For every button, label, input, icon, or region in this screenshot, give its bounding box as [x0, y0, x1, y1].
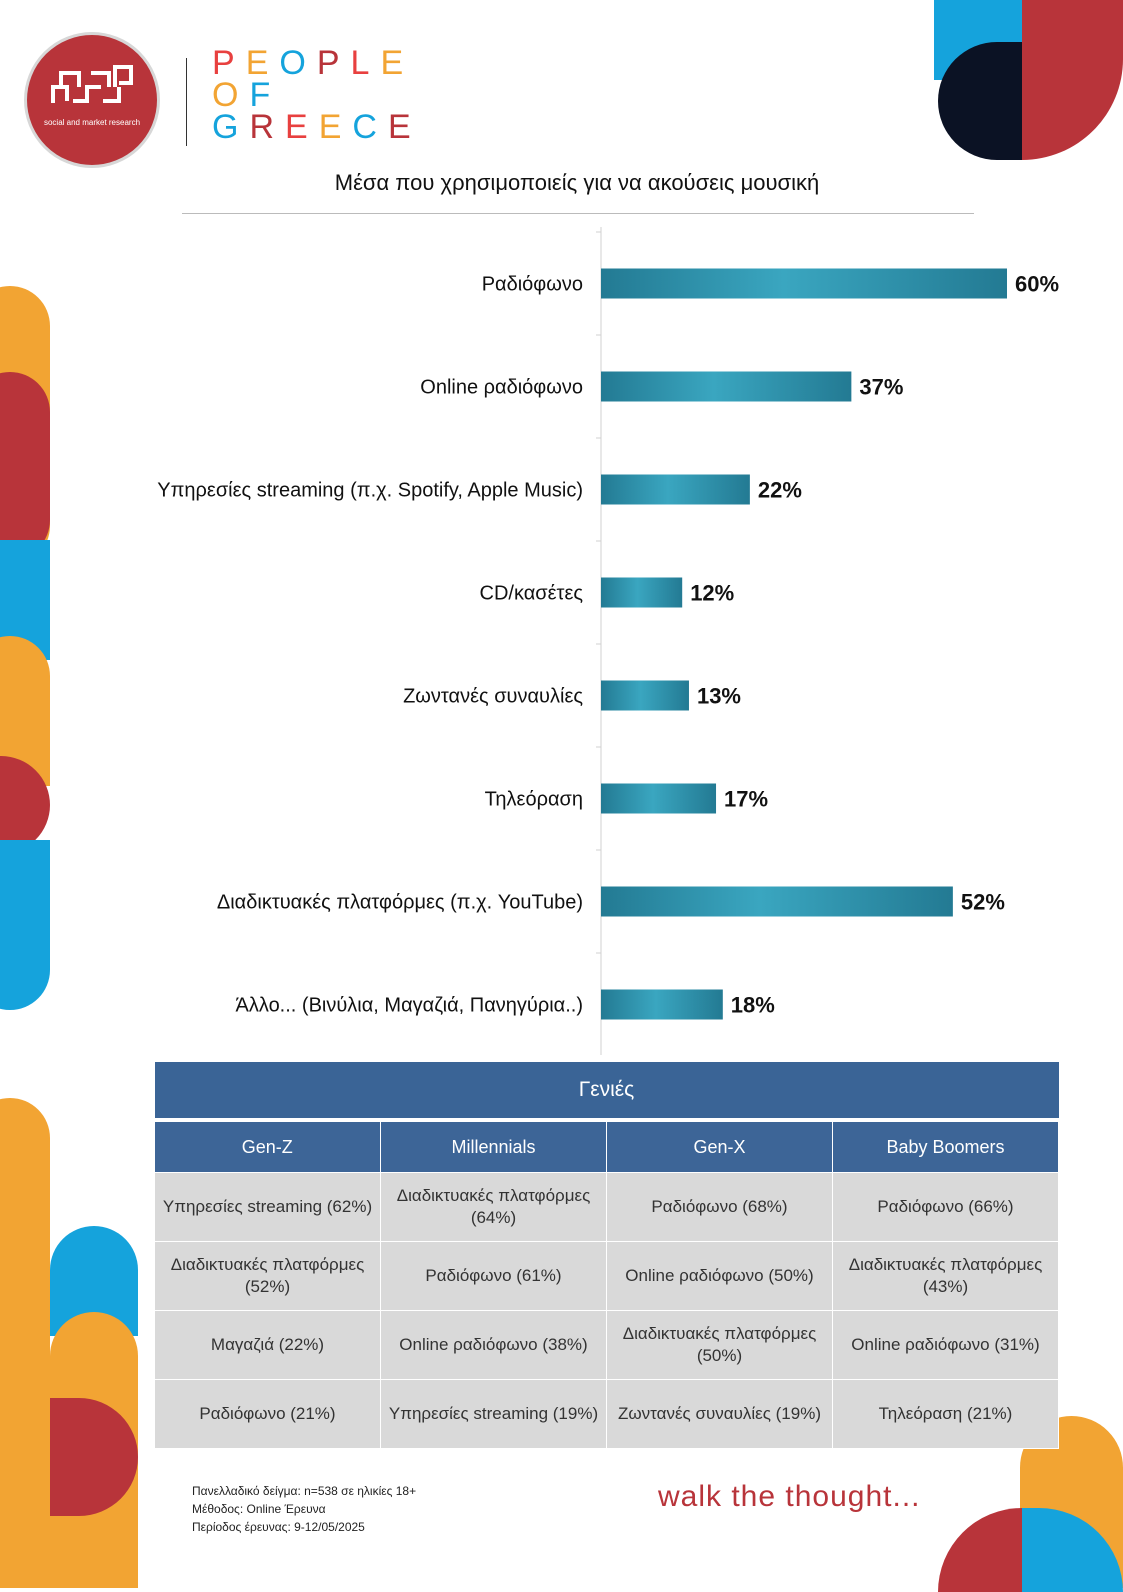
- brand-letter: C: [352, 108, 388, 146]
- brand-letter: P: [316, 44, 351, 82]
- brand-letter: P: [212, 44, 246, 82]
- table-cell: Online ραδιόφωνο (38%): [380, 1310, 607, 1380]
- brand-letter: E: [380, 44, 415, 82]
- brand-letter: L: [350, 44, 381, 82]
- brand-letter: O: [212, 76, 250, 114]
- logo-tagline: social and market research: [43, 118, 141, 127]
- bar: [601, 268, 1007, 299]
- table-cell: Ραδιόφωνο (21%): [154, 1379, 381, 1449]
- footer-note-period: Περίοδος έρευνας: 9-12/05/2025: [192, 1520, 365, 1534]
- table-row: Διαδικτυακές πλατφόρμες (52%) Ραδιόφωνο (…: [154, 1241, 1059, 1311]
- table-cell: Διαδικτυακές πλατφόρμες (43%): [832, 1241, 1059, 1311]
- table-row: Υπηρεσίες streaming (62%) Διαδικτυακές πλ…: [154, 1172, 1059, 1242]
- table-row: Ραδιόφωνο (21%) Υπηρεσίες streaming (19%)…: [154, 1379, 1059, 1449]
- decorative-blue-shape: [0, 840, 50, 1010]
- table-title: Γενιές: [154, 1062, 1059, 1122]
- brand-letter: F: [249, 76, 282, 114]
- category-label: Online ραδιόφωνο: [420, 377, 583, 399]
- brand-letter: E: [387, 108, 422, 146]
- bar: [601, 680, 689, 711]
- table-column-header: Baby Boomers: [832, 1120, 1059, 1173]
- category-label: Ζωντανές συναυλίες: [403, 686, 583, 708]
- generations-table: Γενιές Gen-Z Millennials Gen-X Baby Boomers…: [154, 1062, 1059, 1449]
- table-cell: Ραδιόφωνο (66%): [832, 1172, 1059, 1242]
- brand-letter: E: [245, 44, 280, 82]
- category-label: Διαδικτυακές πλατφόρμες (π.χ. YouTube): [217, 892, 583, 914]
- bar: [601, 886, 953, 917]
- decorative-red-shape: [938, 1508, 1022, 1592]
- data-label: 60%: [1015, 272, 1059, 297]
- table-cell: Ραδιόφωνο (61%): [380, 1241, 607, 1311]
- decorative-red-shape: [1022, 0, 1123, 160]
- bar: [601, 989, 723, 1020]
- brand-line-2: OF: [212, 78, 281, 112]
- table-cell: Ζωντανές συναυλίες (19%): [606, 1379, 833, 1449]
- slogan: walk the thought...: [658, 1480, 921, 1513]
- data-label: 17%: [724, 787, 768, 812]
- decorative-red-shape: [0, 372, 50, 560]
- brand-letter: E: [318, 108, 353, 146]
- brand-line-1: PEOPLE: [212, 46, 414, 80]
- brand-letter: R: [249, 108, 286, 146]
- brand-letter: E: [285, 108, 319, 146]
- table-cell: Υπηρεσίες streaming (62%): [154, 1172, 381, 1242]
- bar-chart: Ραδιόφωνο 60% Online ραδιόφωνο 37% Υπηρεσίες…: [157, 227, 1059, 1055]
- table-cell: Διαδικτυακές πλατφόρμες (52%): [154, 1241, 381, 1311]
- table-cell: Online ραδιόφωνο (50%): [606, 1241, 833, 1311]
- data-label: 52%: [961, 890, 1005, 915]
- brand-letter: G: [212, 108, 250, 146]
- table-cell: Online ραδιόφωνο (31%): [832, 1310, 1059, 1380]
- category-label: Ραδιόφωνο: [482, 274, 583, 296]
- bar: [601, 577, 683, 608]
- table-cell: Μαγαζιά (22%): [154, 1310, 381, 1380]
- table-header-row: Gen-Z Millennials Gen-X Baby Boomers: [154, 1120, 1059, 1173]
- category-label: CD/κασέτες: [480, 583, 584, 605]
- data-label: 37%: [859, 375, 903, 400]
- table-cell: Διαδικτυακές πλατφόρμες (64%): [380, 1172, 607, 1242]
- category-label: Υπηρεσίες streaming (π.χ. Spotify, Apple…: [157, 480, 583, 502]
- bar: [601, 783, 717, 814]
- title-divider: [182, 213, 974, 214]
- company-logo: [24, 32, 160, 168]
- decorative-orange-shape: [0, 1098, 50, 1588]
- category-label: Άλλο... (Βινύλια, Μαγαζιά, Πανηγύρια..): [236, 995, 583, 1017]
- table-row: Μαγαζιά (22%) Online ραδιόφωνο (38%) Διαδι…: [154, 1310, 1059, 1380]
- data-label: 13%: [697, 684, 741, 709]
- data-label: 22%: [758, 478, 802, 503]
- data-label: 18%: [731, 993, 775, 1018]
- table-cell: Διαδικτυακές πλατφόρμες (50%): [606, 1310, 833, 1380]
- table-column-header: Millennials: [380, 1120, 607, 1173]
- table-column-header: Gen-X: [606, 1120, 833, 1173]
- footer-note-sample: Πανελλαδικό δείγμα: n=538 σε ηλικίες 18+: [192, 1484, 417, 1498]
- table-cell: Υπηρεσίες streaming (19%): [380, 1379, 607, 1449]
- table-cell: Ραδιόφωνο (68%): [606, 1172, 833, 1242]
- brand-letter: O: [279, 44, 317, 82]
- footer-note-method: Μέθοδος: Online Έρευνα: [192, 1502, 326, 1516]
- bar: [601, 371, 852, 402]
- category-label: Τηλεόραση: [485, 789, 583, 811]
- data-label: 12%: [690, 581, 734, 606]
- bar: [601, 474, 750, 505]
- brand-line-3: GREECE: [212, 110, 422, 144]
- table-column-header: Gen-Z: [154, 1120, 381, 1173]
- table-cell: Τηλεόραση (21%): [832, 1379, 1059, 1449]
- header-divider: [186, 58, 187, 146]
- chart-title: Μέσα που χρησιμοποιείς για να ακούσεις μ…: [334, 170, 820, 195]
